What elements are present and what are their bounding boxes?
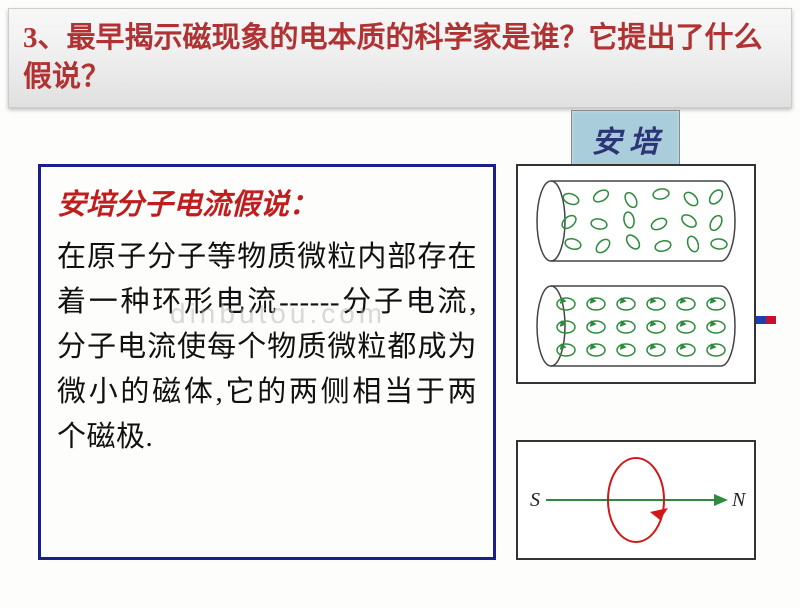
dipole-s-label: S [530,489,540,511]
right-column: S N [516,164,756,560]
hypothesis-box: 安培分子电流假说： 在原子分子等物质微粒内部存在着一种环形电流------分子电… [38,164,496,560]
dipole-diagram-box: S N [516,440,756,560]
question-box: 3、最早揭示磁现象的电本质的科学家是谁？它提出了什么假说？ [8,8,792,108]
dipole-svg: S N [518,442,754,558]
question-text: 3、最早揭示磁现象的电本质的科学家是谁？它提出了什么假说？ [23,22,763,93]
scientist-name: 安 培 [592,126,660,159]
cylinder-aligned [531,279,741,374]
hypothesis-title: 安培分子电流假说： [57,181,477,223]
scientist-name-label: 安 培 [571,110,681,168]
cylinder-disordered [531,174,741,269]
bar-magnet-icon [756,316,776,324]
hypothesis-body: 在原子分子等物质微粒内部存在着一种环形电流------分子电流,分子电流使每个物… [57,235,477,460]
content-row: 安培分子电流假说： 在原子分子等物质微粒内部存在着一种环形电流------分子电… [38,164,756,560]
cylinder-diagram-box [516,164,756,384]
dipole-n-label: N [731,489,747,511]
